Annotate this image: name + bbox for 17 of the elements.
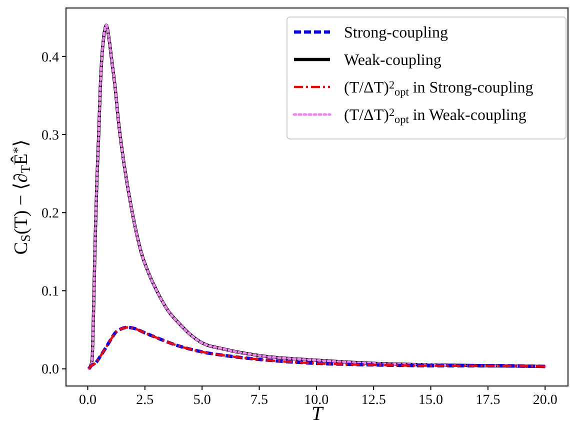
x-tick-label: 5.0: [193, 393, 211, 408]
x-tick-label: 2.5: [136, 393, 154, 408]
x-tick-label: 15.0: [418, 393, 444, 408]
x-tick-label: 12.5: [361, 393, 386, 408]
y-tick-label: 0.2: [42, 206, 59, 222]
legend-label: (T/ΔT)$^{2}$$_{opt}$ in Weak-coupling: [344, 106, 526, 126]
y-tick-label: 0.4: [42, 50, 59, 66]
y-tick-label: 0.1: [42, 284, 59, 300]
x-tick-label: 0.0: [78, 393, 96, 408]
legend-label: (T/ΔT)$^{2}$$_{opt}$ in Strong-coupling: [344, 79, 534, 98]
x-tick-label: 7.5: [250, 393, 268, 408]
x-tick-label: 20.0: [532, 393, 558, 408]
y-tick-label: 0.3: [42, 128, 59, 144]
x-tick-label: 17.5: [476, 393, 500, 408]
legend-label: Weak-coupling: [344, 52, 442, 70]
legend-label: Strong-coupling: [344, 24, 448, 42]
y-tick-label: 0.0: [42, 362, 59, 378]
